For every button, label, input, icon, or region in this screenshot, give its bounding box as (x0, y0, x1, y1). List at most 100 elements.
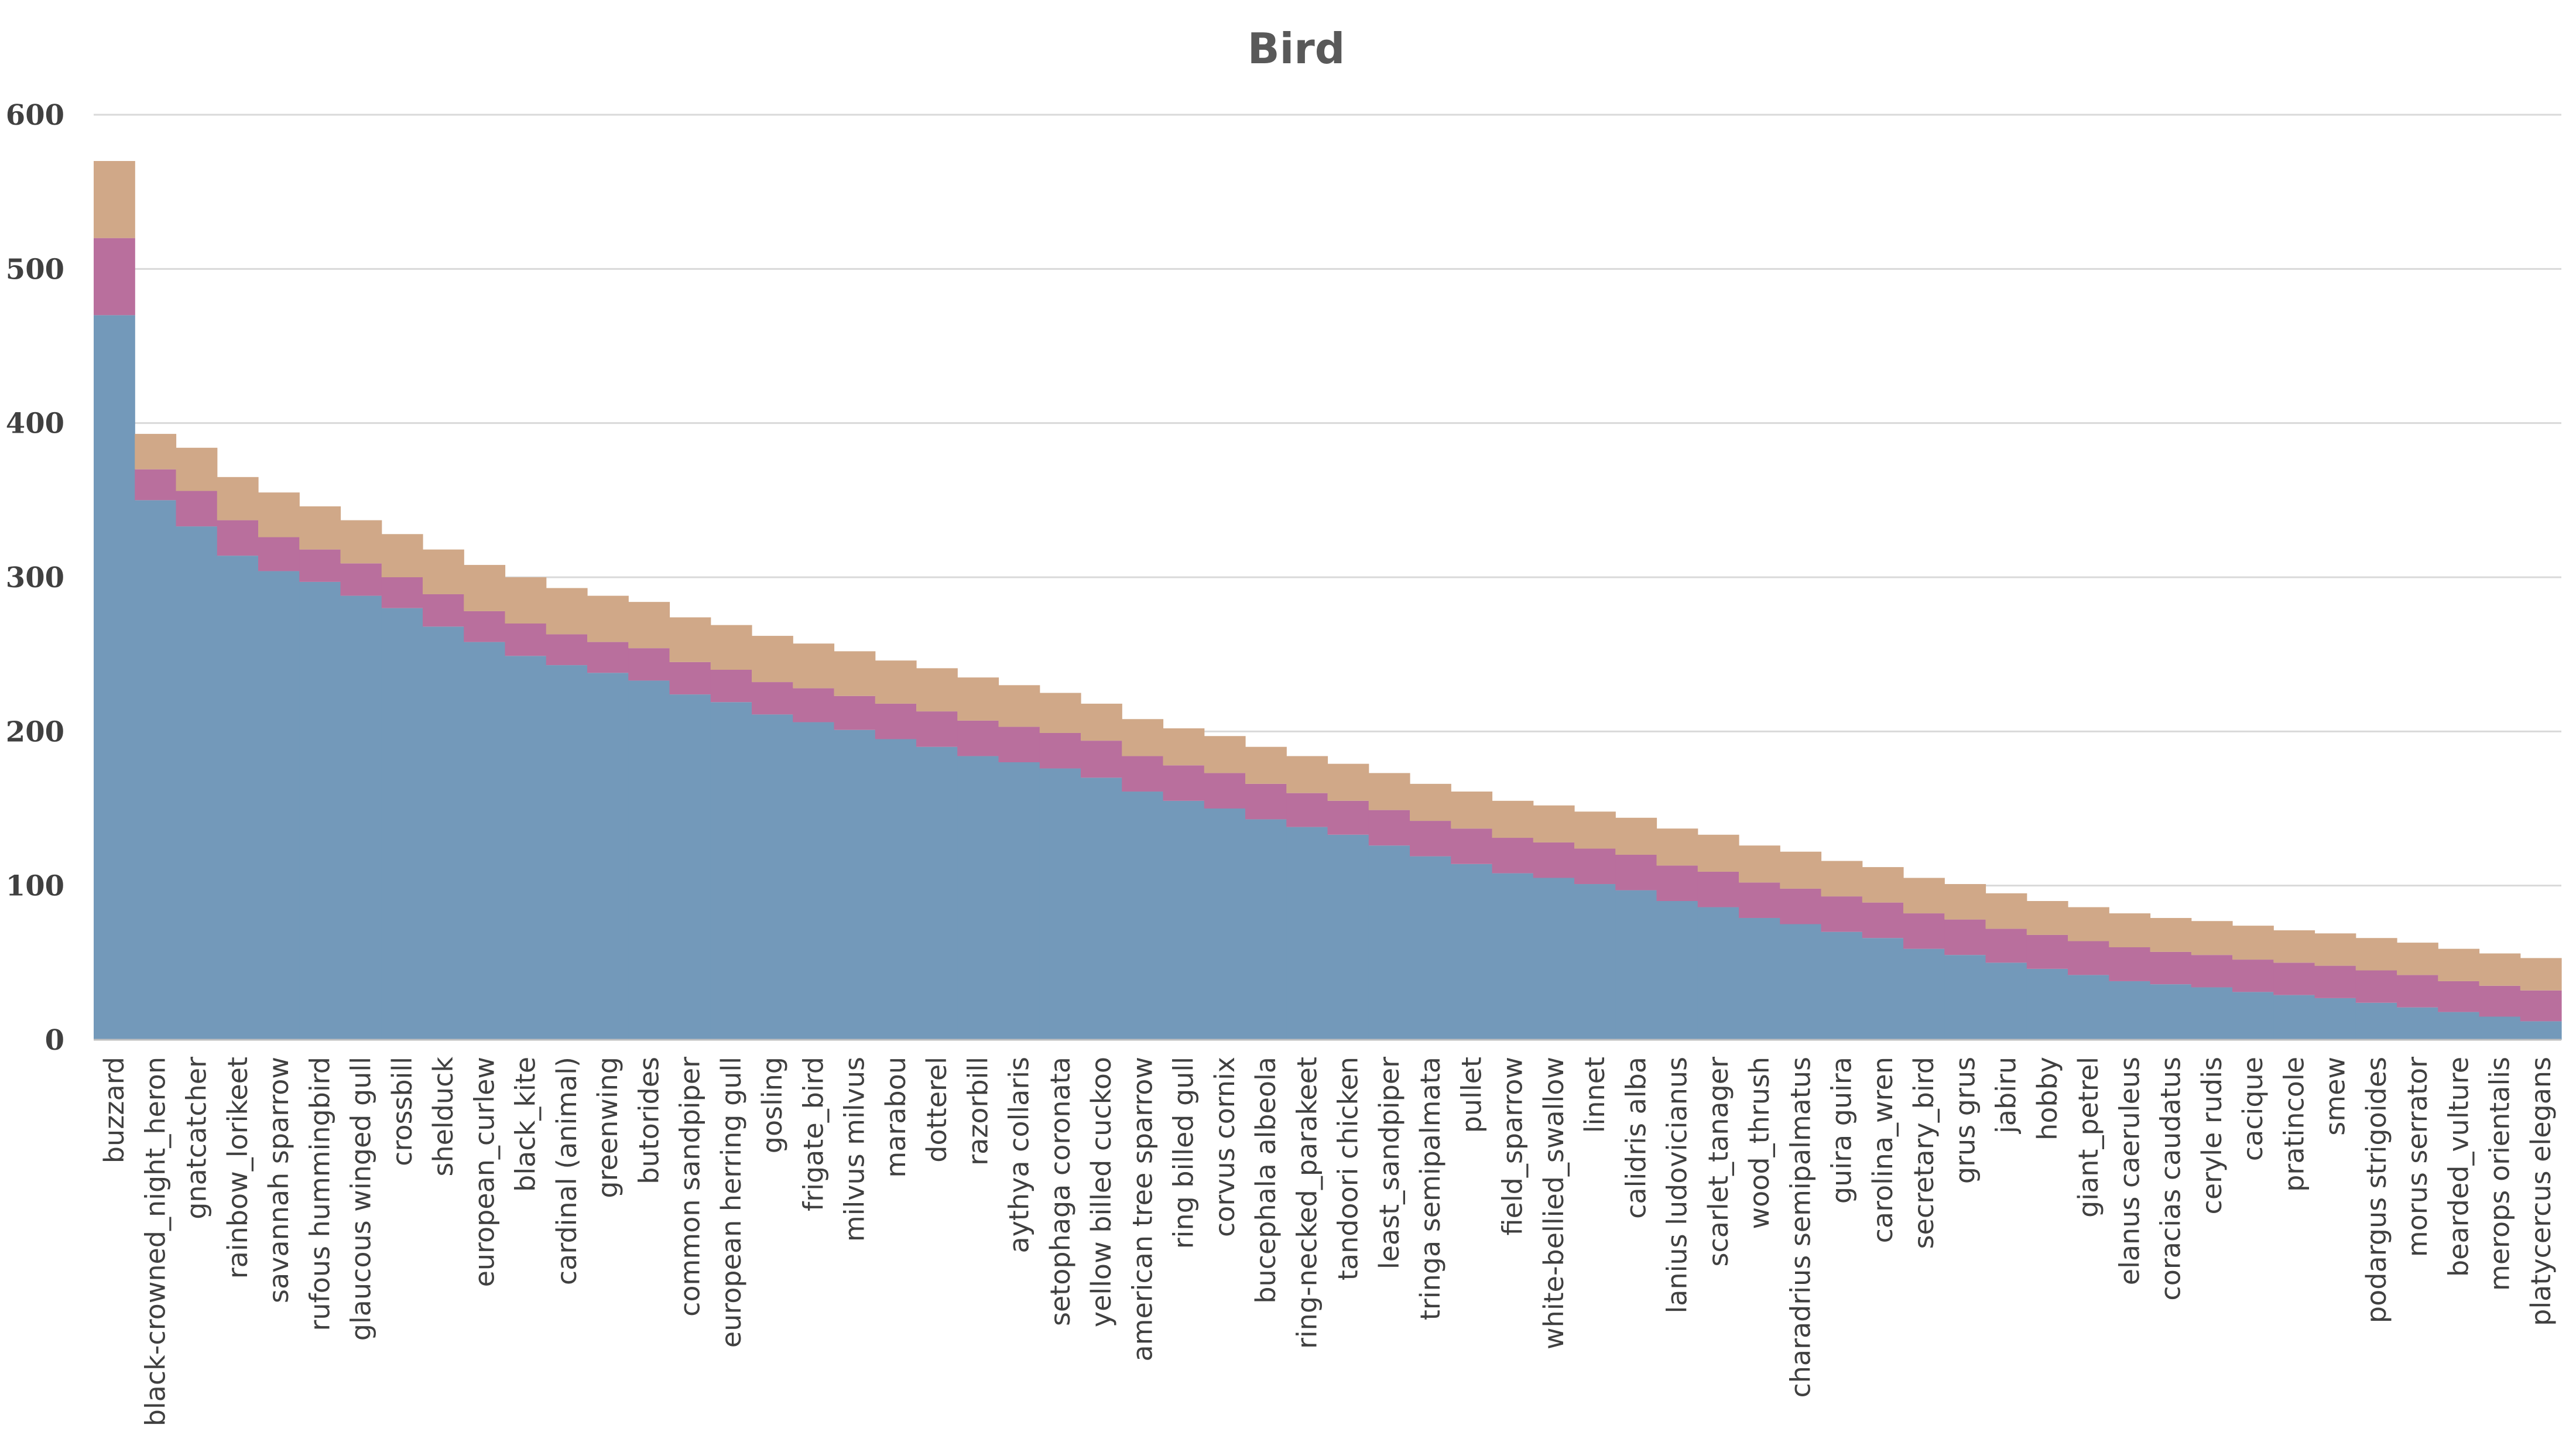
bar-segment-s2 (2314, 965, 2356, 998)
bar-segment-s1 (2191, 987, 2233, 1040)
bar-segment-s2 (2109, 947, 2151, 981)
bar-segment-s2 (2068, 941, 2109, 975)
x-tick-label: black_kite (510, 1057, 542, 1192)
bar-segment-s3 (587, 595, 629, 642)
x-tick-label: morus serrator (2402, 1057, 2433, 1257)
x-tick-label: crossbill (386, 1057, 418, 1166)
bar-segment-s1 (1163, 800, 1205, 1040)
bar-segment-s2 (1944, 919, 1986, 955)
bars (94, 161, 2562, 1040)
bar-segment-s3 (2355, 938, 2397, 971)
bar-segment-s2 (2150, 951, 2192, 985)
bar-segment-s1 (875, 739, 917, 1040)
bar-segment-s2 (505, 624, 547, 656)
bar-segment-s3 (505, 577, 547, 624)
bar-segment-s3 (1327, 763, 1369, 801)
bar-segment-s3 (2232, 926, 2274, 960)
x-tick-label: rufous hummingbird (304, 1057, 335, 1331)
y-tick-label: 400 (6, 407, 64, 440)
bar-segment-s2 (258, 537, 300, 571)
bar-segment-s2 (1862, 902, 1904, 938)
x-tick-label: razorbill (962, 1057, 994, 1166)
bar-segment-s2 (2232, 960, 2274, 992)
bar-segment-s3 (2109, 913, 2151, 947)
bar-segment-s3 (1451, 792, 1493, 829)
bar-segment-s3 (957, 677, 999, 721)
bar-segment-s1 (1944, 955, 1986, 1040)
bar-segment-s1 (2026, 968, 2068, 1040)
x-tick-label: scarlet_tanager (1703, 1057, 1734, 1267)
bar-segment-s2 (1492, 838, 1534, 873)
x-axis-ticks: buzzard black-crowned_night_heron gnatcatc… (98, 1057, 2557, 1427)
bar-segment-s1 (546, 665, 588, 1040)
bar-segment-s3 (2068, 907, 2109, 941)
bar-segment-s1 (299, 581, 341, 1040)
bar-segment-s2 (1039, 732, 1081, 769)
bar-segment-s1 (1985, 962, 2027, 1040)
bar-segment-s2 (2026, 934, 2068, 969)
bar-segment-s3 (381, 534, 423, 577)
x-tick-label: ceryle rudis (2196, 1057, 2228, 1214)
bar-segment-s3 (1122, 719, 1164, 756)
x-tick-label: black-crowned_night_heron (139, 1057, 171, 1426)
bar-segment-s2 (1286, 793, 1328, 827)
bar-segment-s3 (875, 660, 917, 704)
x-tick-label: carolina_wren (1867, 1057, 1899, 1243)
x-tick-label: rainbow_lorikeet (222, 1057, 254, 1279)
y-tick-label: 100 (6, 870, 64, 903)
bar-segment-s1 (2068, 975, 2109, 1040)
x-tick-label: field_sparrow (1497, 1057, 1529, 1235)
bar-segment-s1 (1122, 792, 1164, 1040)
x-tick-label: platycercus elegans (2525, 1057, 2557, 1326)
x-tick-label: guira guira (1826, 1057, 1858, 1204)
bar-segment-s2 (1327, 800, 1369, 835)
y-tick-label: 500 (6, 253, 64, 286)
bar-segment-s1 (2314, 998, 2356, 1040)
bar-segment-s2 (710, 670, 752, 703)
x-tick-label: buzzard (98, 1057, 130, 1163)
bar-segment-s1 (669, 694, 711, 1040)
bar-segment-s1 (1739, 917, 1780, 1040)
bar-segment-s2 (176, 491, 218, 527)
bar-segment-s1 (381, 608, 423, 1040)
x-tick-label: shelduck (427, 1057, 459, 1177)
bar-segment-s3 (1739, 845, 1780, 883)
x-tick-label: smew (2320, 1057, 2351, 1136)
bar-segment-s3 (2314, 933, 2356, 966)
bar-segment-s2 (1533, 842, 1575, 878)
x-tick-label: least_sandpiper (1373, 1057, 1405, 1269)
x-tick-label: charadrius semipalmatus (1784, 1057, 1816, 1398)
x-tick-label: secretary_bird (1908, 1057, 1940, 1249)
bar-segment-s3 (2273, 930, 2315, 963)
x-tick-label: tringa semipalmata (1414, 1057, 1446, 1320)
y-axis-ticks: 0 100 200 300 400 500 600 (6, 99, 64, 1057)
bar-segment-s1 (217, 556, 259, 1040)
bar-segment-s2 (2397, 975, 2438, 1008)
bar-segment-s1 (2520, 1021, 2562, 1040)
bar-segment-s2 (957, 720, 999, 756)
bar-segment-s2 (1574, 848, 1616, 885)
x-tick-label: yellow billed cuckoo (1085, 1057, 1117, 1327)
x-tick-label: glaucous winged gull (345, 1057, 377, 1341)
x-tick-label: merops orientalis (2484, 1057, 2516, 1291)
bar-segment-s3 (1410, 783, 1451, 821)
bar-segment-s3 (710, 625, 752, 670)
bar-segment-s1 (2273, 995, 2315, 1040)
bar-segment-s2 (2479, 985, 2521, 1017)
x-tick-label: podargus strigoides (2361, 1057, 2392, 1323)
x-tick-label: savannah sparrow (263, 1057, 294, 1303)
bar-segment-s2 (464, 611, 506, 642)
x-tick-label: butorides (633, 1057, 664, 1184)
bar-segment-s2 (1739, 882, 1780, 918)
bar-segment-s1 (587, 673, 629, 1040)
bar-segment-s3 (1944, 884, 1986, 920)
bar-segment-s3 (1903, 878, 1945, 914)
bar-segment-s1 (710, 702, 752, 1040)
x-tick-label: calidris alba (1620, 1057, 1652, 1219)
bar-segment-s3 (2397, 943, 2438, 975)
bar-segment-s3 (258, 492, 300, 537)
bar-segment-s3 (217, 477, 259, 520)
bar-segment-s1 (2438, 1012, 2480, 1040)
y-tick-label: 200 (6, 715, 64, 748)
